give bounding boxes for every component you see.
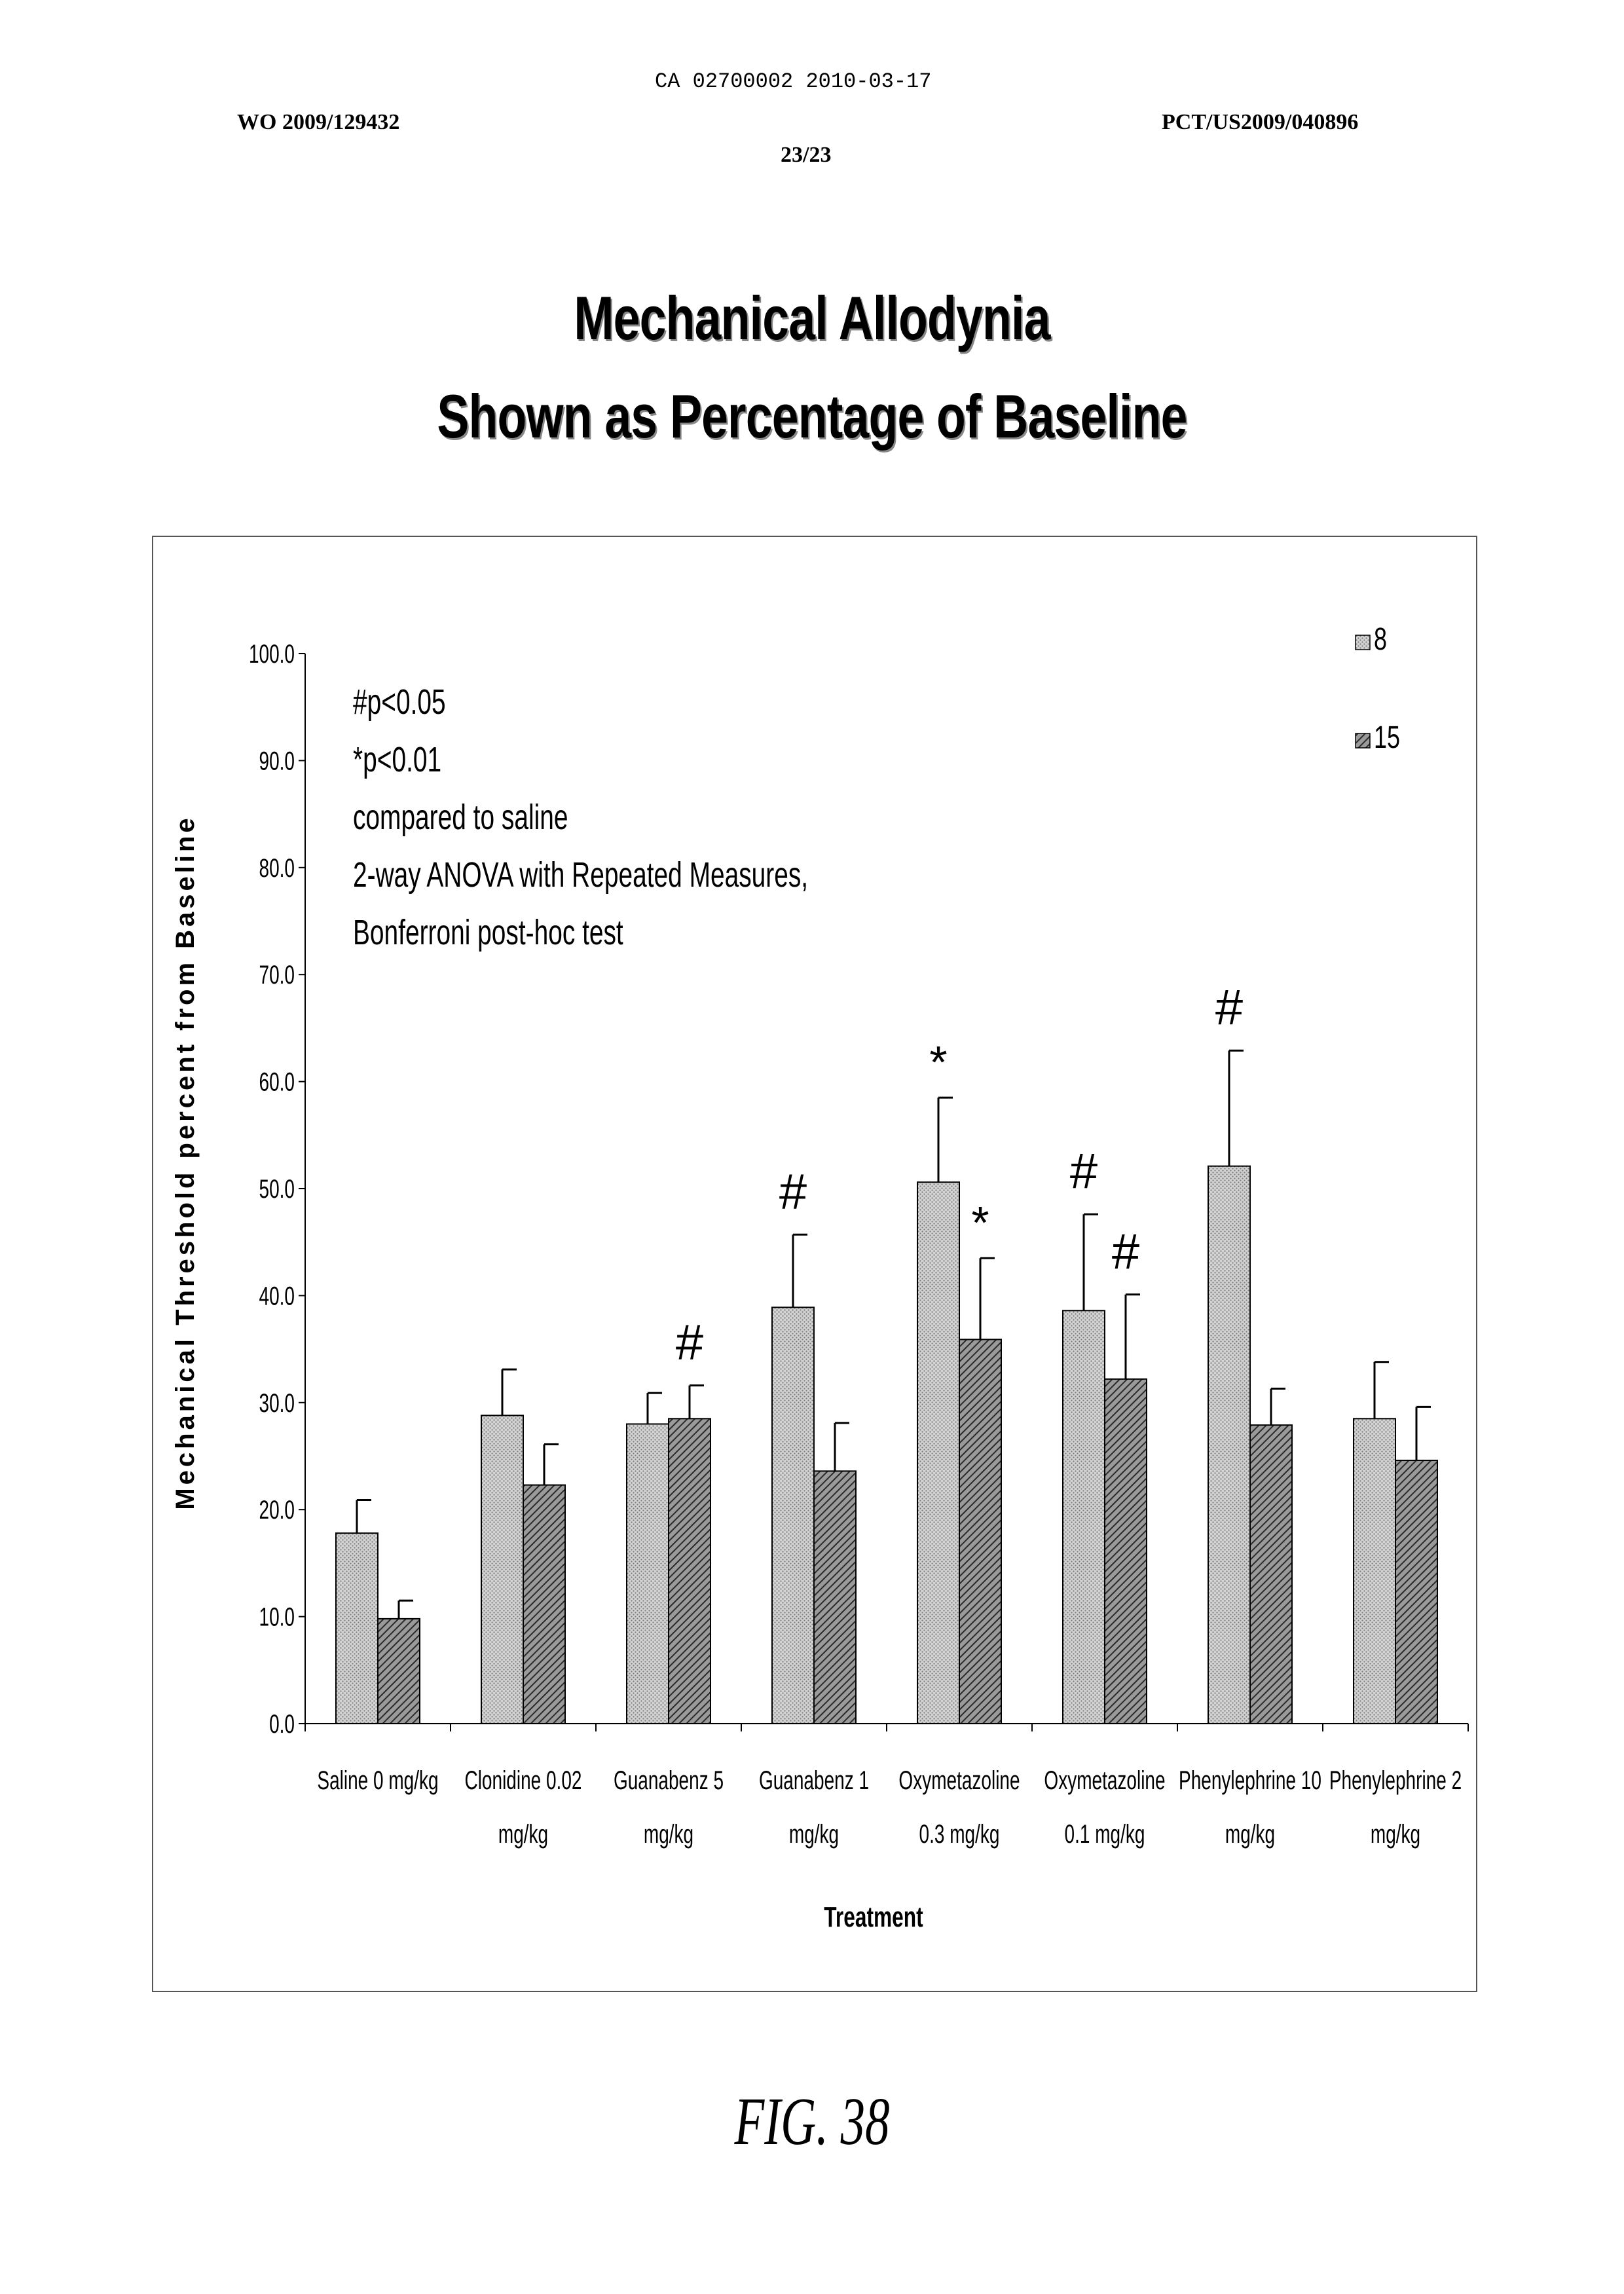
x-tick-label: mg/kg — [789, 1820, 839, 1849]
x-tick-label: Oxymetazoline — [1044, 1766, 1165, 1795]
sheet-number: 23/23 — [781, 143, 831, 168]
bar-8-3 — [772, 1307, 814, 1724]
bar-15-3 — [814, 1471, 856, 1724]
bar-15-7 — [1395, 1460, 1437, 1724]
y-tick-label: 90.0 — [259, 747, 295, 776]
x-tick-label: Saline 0 mg/kg — [317, 1766, 438, 1795]
bar-15-5 — [1105, 1379, 1147, 1724]
publication-number: CA 02700002 2010-03-17 — [655, 68, 931, 94]
x-tick-label: Guanabenz 5 — [614, 1766, 724, 1795]
y-tick-label: 100.0 — [249, 640, 295, 669]
y-tick-label: 10.0 — [259, 1603, 295, 1632]
significance-marker: # — [1215, 980, 1243, 1035]
stat-annotation-line: compared to saline — [353, 797, 568, 837]
y-tick-label: 0.0 — [269, 1710, 295, 1739]
significance-marker: * — [929, 1037, 947, 1088]
stat-annotation-line: 2-way ANOVA with Repeated Measures, — [353, 855, 808, 895]
y-axis-title: Mechanical Threshold percent from Baseli… — [171, 815, 200, 1509]
significance-marker: # — [1112, 1224, 1139, 1280]
significance-marker: # — [676, 1315, 703, 1371]
bar-8-5 — [1063, 1310, 1105, 1724]
x-tick-label: 0.1 mg/kg — [1065, 1820, 1145, 1849]
figure-label: FIG. 38 — [227, 2082, 1397, 2160]
stat-annotation-line: Bonferroni post-hoc test — [353, 912, 623, 952]
wo-number: WO 2009/129432 — [237, 110, 399, 135]
bar-8-7 — [1354, 1418, 1395, 1724]
y-tick-label: 70.0 — [259, 961, 295, 990]
bar-8-1 — [481, 1415, 523, 1724]
bar-8-0 — [336, 1533, 378, 1724]
x-tick-label: mg/kg — [1225, 1820, 1275, 1849]
bar-15-0 — [378, 1619, 420, 1724]
bar-8-6 — [1208, 1166, 1250, 1724]
stat-annotation-line: *p<0.01 — [353, 739, 441, 779]
x-tick-label: 0.3 mg/kg — [919, 1820, 1000, 1849]
bar-8-2 — [627, 1424, 669, 1724]
y-tick-label: 30.0 — [259, 1389, 295, 1418]
x-tick-label: Phenylephrine 2 — [1329, 1766, 1462, 1795]
x-tick-label: mg/kg — [498, 1820, 548, 1849]
x-tick-label: Phenylephrine 10 — [1179, 1766, 1321, 1795]
y-tick-label: 50.0 — [259, 1175, 295, 1204]
x-axis-title: Treatment — [824, 1901, 923, 1933]
bar-15-1 — [523, 1485, 565, 1724]
chart-title-line-2: Shown as Percentage of Baseline — [179, 381, 1445, 452]
y-tick-label: 80.0 — [259, 854, 295, 883]
legend-swatch-8 — [1356, 635, 1370, 650]
bar-15-6 — [1250, 1425, 1292, 1724]
y-tick-label: 20.0 — [259, 1496, 295, 1525]
legend-swatch-15 — [1356, 733, 1370, 748]
significance-marker: # — [779, 1164, 807, 1219]
bar-15-2 — [669, 1418, 710, 1724]
legend-label-15: 15 — [1374, 720, 1400, 754]
x-tick-label: mg/kg — [644, 1820, 693, 1849]
bar-chart: 0.0 10.0 20.0 30.0 40.0 50.0 60.0 70.0 80.0 90.0 1… — [153, 537, 1476, 1991]
chart-title-line-1: Mechanical Allodynia — [179, 283, 1445, 354]
legend-label-8: 8 — [1374, 621, 1387, 656]
significance-marker: # — [1070, 1143, 1098, 1199]
x-tick-label: Clonidine 0.02 — [465, 1766, 582, 1795]
x-tick-label: Guanabenz 1 — [759, 1766, 869, 1795]
chart-frame: 0.0 10.0 20.0 30.0 40.0 50.0 60.0 70.0 80.0 90.0 1… — [152, 536, 1477, 1992]
y-tick-label: 40.0 — [259, 1282, 295, 1311]
bar-8-4 — [917, 1182, 959, 1724]
stat-annotation-line: #p<0.05 — [353, 682, 446, 722]
y-tick-label: 60.0 — [259, 1068, 295, 1097]
significance-marker: * — [971, 1197, 989, 1248]
x-tick-label: mg/kg — [1371, 1820, 1420, 1849]
pct-number: PCT/US2009/040896 — [1162, 110, 1358, 135]
x-tick-label: Oxymetazoline — [898, 1766, 1020, 1795]
bar-15-4 — [959, 1339, 1001, 1724]
